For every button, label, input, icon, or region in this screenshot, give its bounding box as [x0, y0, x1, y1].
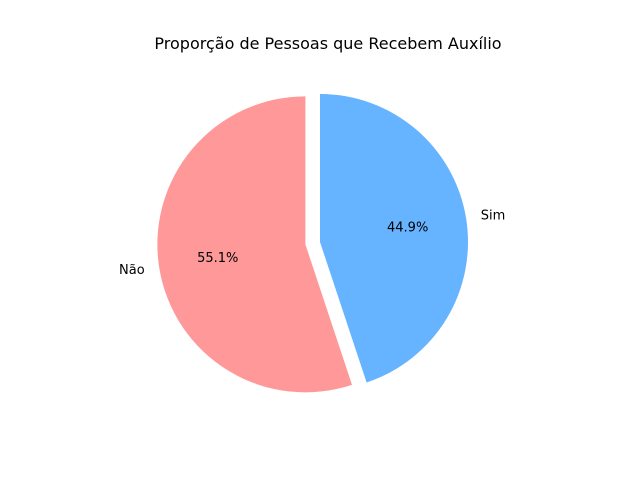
pie-slice-sim	[320, 94, 469, 383]
chart-title: Proporção de Pessoas que Recebem Auxílio	[154, 34, 501, 53]
pie-labels: Não 55.1% Sim 44.9%	[119, 209, 505, 278]
slice-label-não: Não	[119, 263, 145, 278]
pie-slice-não	[157, 96, 353, 393]
pct-label-não: 55.1%	[197, 251, 238, 266]
pct-label-sim: 44.9%	[387, 220, 428, 235]
pie-slices	[157, 94, 469, 393]
slice-label-sim: Sim	[481, 209, 506, 224]
